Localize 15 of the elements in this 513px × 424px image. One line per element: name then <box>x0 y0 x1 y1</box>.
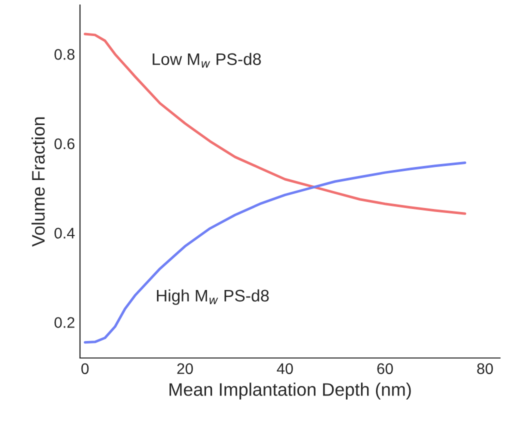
line-series <box>84 32 466 215</box>
x-tick-label: 60 <box>377 363 393 374</box>
x-tick-label: 0 <box>81 363 89 374</box>
y-tick-label: 0.8 <box>54 49 74 60</box>
y-axis-title: Volume Fraction <box>32 117 45 247</box>
x-axis-title: Mean Implantation Depth (nm) <box>170 382 411 400</box>
x-tick-label: 80 <box>477 363 493 374</box>
x-tick-label: 40 <box>276 363 293 374</box>
y-tick-label: 0.2 <box>54 317 74 328</box>
y-tick-label: 0.6 <box>54 138 74 150</box>
x-tick-label: 20 <box>177 363 193 374</box>
y-tick-label: 0.4 <box>54 228 75 239</box>
series-label: Low M$_{w}$ PS-d8 <box>152 52 261 68</box>
series-label: High M$_{w}$ PS-d8 <box>156 289 269 305</box>
line-series <box>84 161 466 344</box>
